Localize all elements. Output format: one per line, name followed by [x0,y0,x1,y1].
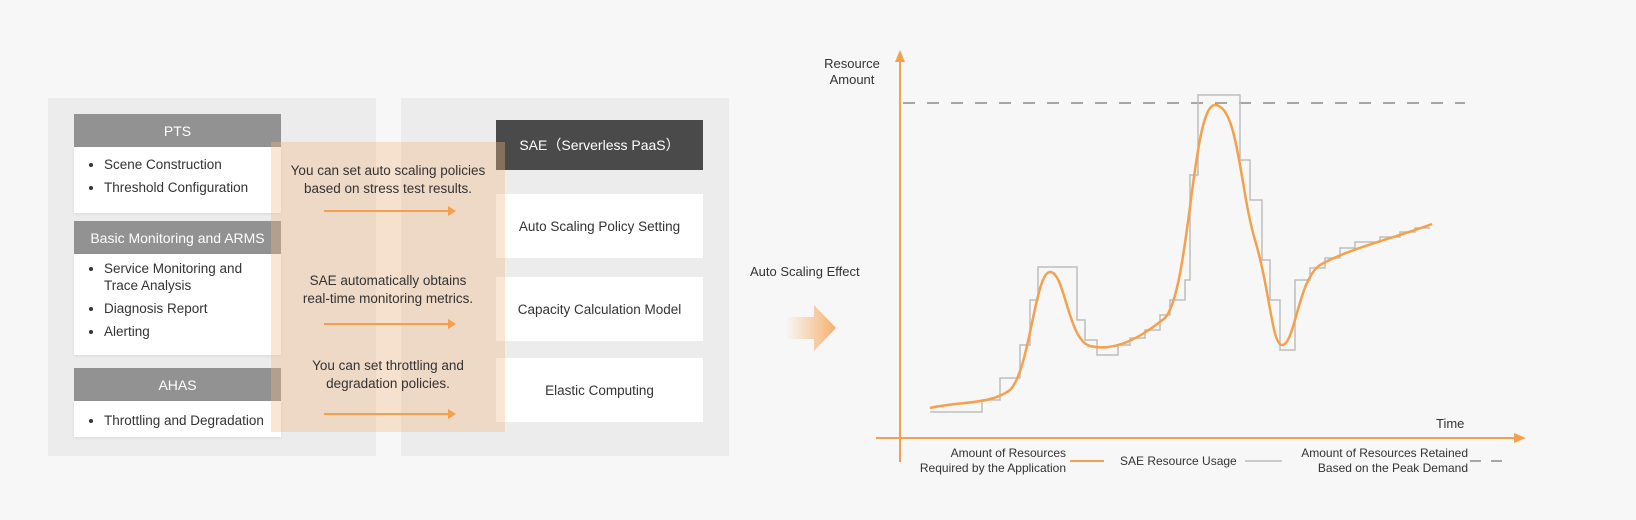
y-axis-label: Resource Amount [824,56,880,87]
group-header-ahas: AHAS [74,368,281,401]
sae-title: SAE（Serverless PaaS） [496,120,703,170]
message-throttling: You can set throttling and degradation p… [312,358,464,391]
arrow-right-icon [324,206,456,216]
list-item: Service Monitoring and Trace Analysis [104,260,281,294]
big-arrow-icon [786,305,836,351]
group-card-pts: Scene ConstructionThreshold Configuratio… [74,147,281,213]
arrow-right-icon [324,409,456,419]
group-card-arms: Service Monitoring and Trace Analysis Dia… [74,254,281,355]
required-curve [929,103,1433,410]
message-monitoring: SAE automatically obtains real-time moni… [302,273,474,306]
list-item: Threshold Configuration [104,176,281,199]
box-auto-scaling-policy: Auto Scaling Policy Setting [496,194,703,258]
message-overlay [271,142,505,432]
legend-peak: Amount of Resources Retained Based on th… [1301,446,1468,475]
arrow-right-icon [324,319,456,329]
box-capacity-model: Capacity Calculation Model [496,277,703,341]
group-card-ahas: Throttling and Degradation [74,401,281,437]
group-header-pts: PTS [74,114,281,147]
group-header-arms: Basic Monitoring and ARMS [74,221,281,254]
message-stress-test: You can set auto scaling policies based … [290,163,486,196]
usage-line [930,94,1430,413]
legend-required: Amount of Resources Required by the Appl… [919,446,1066,475]
x-axis-label: Time [1436,416,1465,431]
legend-usage: SAE Resource Usage [1120,454,1237,468]
list-item: Scene Construction [104,153,281,176]
y-axis-arrow [895,50,905,62]
effect-label: Auto Scaling Effect [750,264,860,279]
x-axis-arrow [1514,433,1526,443]
list-item: Diagnosis Report [104,300,281,317]
list-item: Throttling and Degradation [104,409,281,432]
list-item: Alerting [104,323,281,340]
box-elastic-computing: Elastic Computing [496,358,703,422]
